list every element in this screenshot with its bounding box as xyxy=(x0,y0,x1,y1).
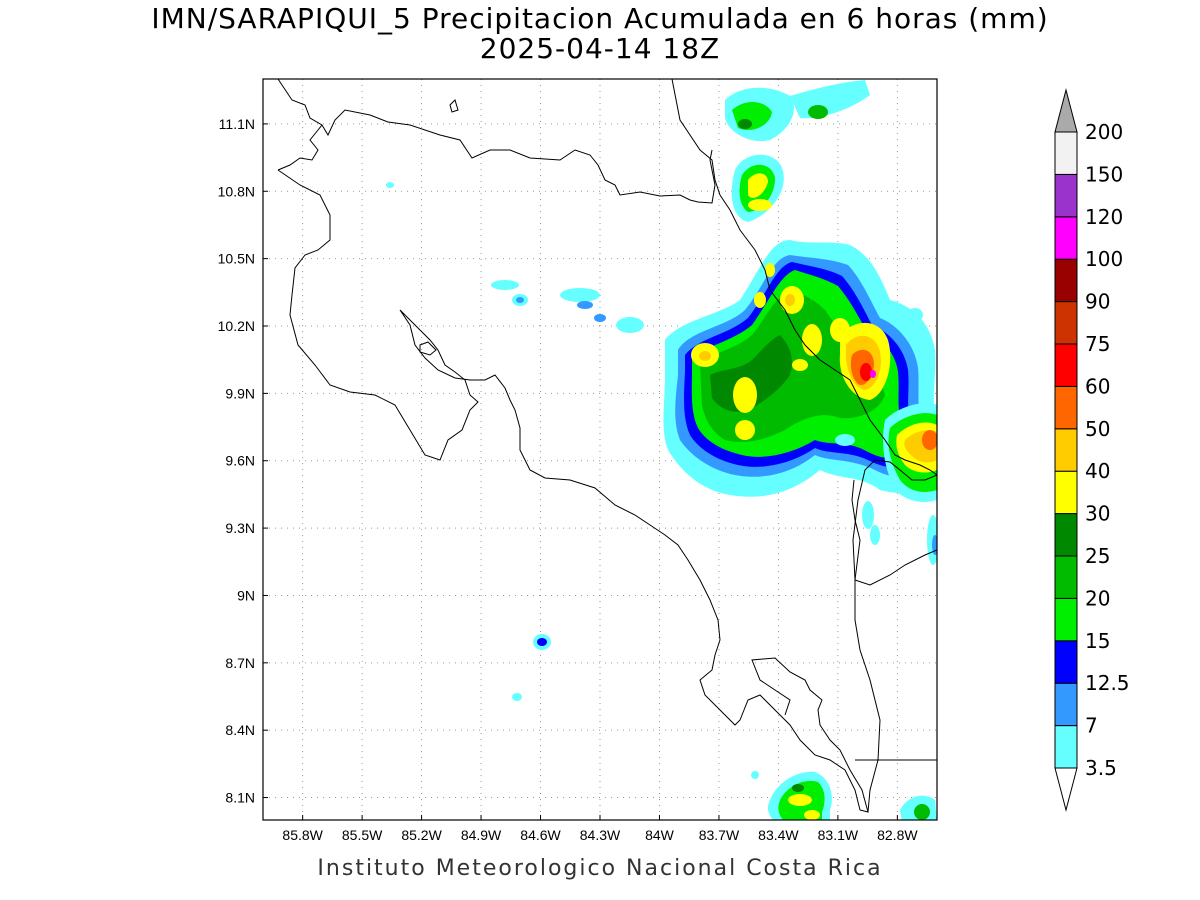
map-frame xyxy=(262,78,938,821)
lon-tick-label: 84.6W xyxy=(520,827,561,843)
panama-border xyxy=(852,459,937,813)
lat-tick-label: 9.6N xyxy=(225,453,255,469)
colorbar-swatch xyxy=(1054,555,1078,599)
gulf-nicoya-island xyxy=(419,341,437,356)
colorbar-level-label: 20 xyxy=(1085,586,1110,610)
colorbar-swatch xyxy=(1054,301,1078,345)
colorbar-level-label: 3.5 xyxy=(1085,756,1117,780)
nicaragua-coast xyxy=(671,79,937,476)
rain-patch-north xyxy=(725,80,870,222)
longitude-tick-labels: 85.8W 85.5W 85.2W 84.9W 84.6W 84.3W 84W 83.7W 83… xyxy=(282,827,918,843)
lon-tick-label: 85.5W xyxy=(342,827,383,843)
colorbar-swatch xyxy=(1054,725,1078,769)
colorbar-level-label: 50 xyxy=(1085,417,1110,441)
colorbar-level-label: 25 xyxy=(1085,544,1110,568)
lon-tick-label: 82.8W xyxy=(877,827,918,843)
colorbar-level-label: 12.5 xyxy=(1085,671,1130,695)
rain-patch-caribbean xyxy=(663,240,937,497)
lat-tick-label: 11.1N xyxy=(219,116,255,132)
latitude-tick-labels: 11.1N 10.8N 10.5N 10.2N 9.9N 9.6N 9.3N 9N 8.7N 8.… xyxy=(218,116,255,806)
colorbar-swatch xyxy=(1054,216,1078,260)
lon-tick-label: 84.9W xyxy=(461,827,502,843)
lon-tick-label: 84W xyxy=(645,827,675,843)
footer-credit: Instituto Meteorologico Nacional Costa R… xyxy=(317,856,883,881)
colorbar-swatch xyxy=(1054,173,1078,218)
colorbar-swatch xyxy=(1054,597,1078,642)
colorbar-level-label: 75 xyxy=(1085,332,1110,356)
lat-tick-label: 9N xyxy=(237,587,255,603)
colorbar-level-label: 60 xyxy=(1085,374,1110,398)
colorbar-swatch xyxy=(1054,428,1078,472)
colorbar-level-label: 40 xyxy=(1085,459,1110,483)
map-title: IMN/SARAPIQUI_5 Precipitacion Acumulada … xyxy=(151,2,1049,35)
colorbar-level-label: 15 xyxy=(1085,629,1110,653)
lat-tick-label: 10.5N xyxy=(218,251,255,267)
lon-tick-label: 83.1W xyxy=(818,827,859,843)
map-grid xyxy=(263,79,937,820)
map-subtitle-date: 2025-04-14 18Z xyxy=(479,32,721,65)
colorbar-swatch xyxy=(1054,640,1078,684)
colorbar-swatch xyxy=(1054,470,1078,515)
colorbar-level-label: 120 xyxy=(1085,205,1123,229)
coastline-borders xyxy=(277,79,937,813)
colorbar-level-label: 90 xyxy=(1085,290,1110,314)
colorbar: 3.5 7 12.5 15 20 25 30 40 50 60 75 90 100 120 150 200 xyxy=(1054,88,1130,812)
lat-tick-label: 10.2N xyxy=(218,318,255,334)
colorbar-level-label: 100 xyxy=(1085,247,1123,271)
colorbar-level-label: 30 xyxy=(1085,502,1110,526)
colorbar-level-label: 200 xyxy=(1085,120,1123,144)
lat-tick-label: 8.4N xyxy=(225,722,255,738)
precipitation-field xyxy=(386,80,937,820)
lon-tick-label: 85.2W xyxy=(401,827,442,843)
cr-pacific-coast-north xyxy=(277,124,323,171)
small-island xyxy=(449,99,459,113)
colorbar-swatch xyxy=(1054,343,1078,387)
colorbar-swatch xyxy=(1054,258,1078,303)
nicaragua-lake-shore xyxy=(277,79,716,204)
lon-tick-label: 84.3W xyxy=(580,827,621,843)
rain-patch-south xyxy=(751,771,937,820)
lat-tick-label: 8.1N xyxy=(225,790,255,806)
colorbar-under-triangle xyxy=(1054,767,1078,812)
colorbar-swatch xyxy=(1054,682,1078,727)
lat-tick-label: 10.8N xyxy=(218,183,255,199)
bocas-coast xyxy=(851,479,937,586)
lat-tick-label: 9.3N xyxy=(225,520,255,536)
lon-tick-label: 85.8W xyxy=(282,827,323,843)
rain-patch-scattered xyxy=(386,182,937,701)
cr-pacific-coast xyxy=(277,169,869,813)
colorbar-level-label: 7 xyxy=(1085,714,1098,738)
lat-tick-label: 8.7N xyxy=(225,655,255,671)
colorbar-over-triangle xyxy=(1054,88,1078,133)
colorbar-swatch xyxy=(1054,385,1078,430)
colorbar-swatch xyxy=(1054,131,1078,175)
lon-tick-label: 83.7W xyxy=(699,827,740,843)
rain-patch-bocas xyxy=(883,403,937,502)
lon-tick-label: 83.4W xyxy=(758,827,799,843)
colorbar-swatch xyxy=(1054,513,1078,557)
lat-tick-label: 9.9N xyxy=(225,385,255,401)
colorbar-level-label: 150 xyxy=(1085,162,1123,186)
